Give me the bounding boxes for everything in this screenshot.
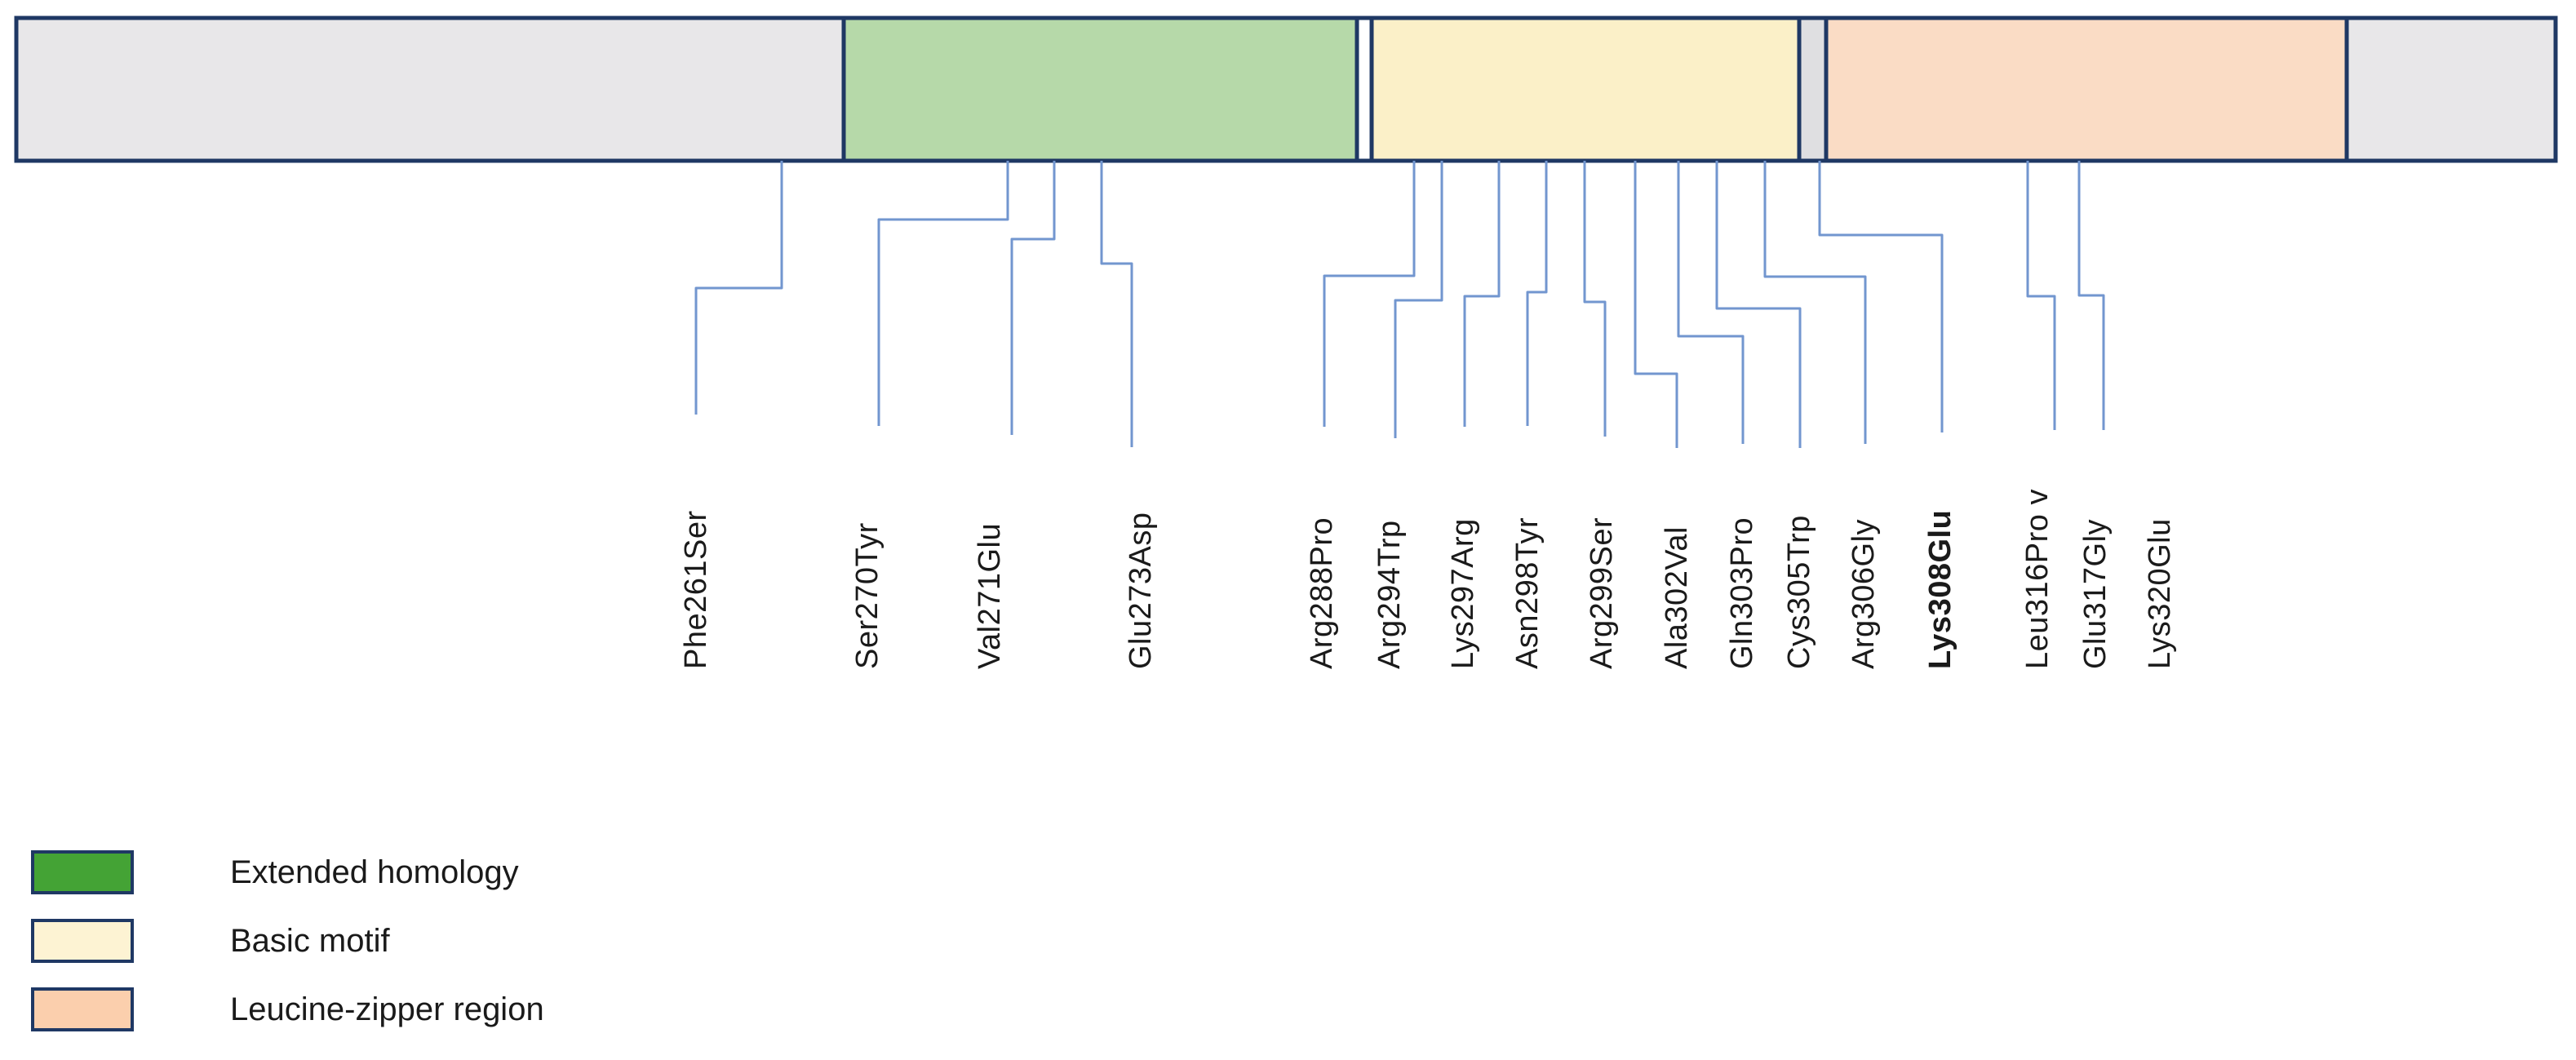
mutation-label-Glu273Asp: Glu273Asp	[1124, 512, 1158, 669]
mutation-connector-Ser270Tyr	[877, 161, 1009, 426]
mutation-label-Arg288Pro: Arg288Pro	[1305, 517, 1339, 669]
mutation-connector-Lys297Arg	[1463, 161, 1501, 427]
mutation-label-Asn298Tyr: Asn298Tyr	[1510, 517, 1545, 669]
bar-segment-right-gray-region	[2344, 16, 2558, 163]
mutation-label-Lys320Glu: Lys320Glu	[2143, 518, 2177, 669]
legend-label-extended-homology: Extended homology	[230, 854, 519, 890]
legend-swatch-extended-homology	[31, 850, 134, 894]
legend-swatch-leucine-zipper	[31, 987, 134, 1031]
mutation-label-Cys305Trp: Cys305Trp	[1782, 515, 1816, 669]
mutation-label-Leu316Pro v: Leu316Pro v	[2020, 489, 2055, 669]
bar-segment-gray-spacer	[1797, 16, 1829, 163]
legend: Extended homology Basic motif Leucine-zi…	[31, 850, 544, 1031]
mutation-label-Ala302Val: Ala302Val	[1660, 526, 1694, 669]
mutation-label-Glu317Gly: Glu317Gly	[2078, 519, 2113, 669]
bar-segment-narrow-spacer	[1355, 16, 1374, 163]
mutation-label-Arg306Gly: Arg306Gly	[1847, 519, 1881, 669]
mutation-connector-Lys308Glu	[1818, 161, 1944, 432]
mutation-label-Val271Glu: Val271Glu	[973, 523, 1007, 669]
mutation-label-Arg294Trp: Arg294Trp	[1372, 520, 1407, 669]
bar-segment-extended-homology	[841, 16, 1359, 163]
mutation-connector-Glu273Asp	[1100, 161, 1133, 447]
legend-label-basic-motif: Basic motif	[230, 923, 390, 959]
mutation-connector-Asn298Tyr	[1526, 161, 1548, 426]
mutation-label-Lys297Arg: Lys297Arg	[1446, 518, 1480, 669]
mutation-connector-Arg294Trp	[1394, 161, 1443, 438]
legend-swatch-basic-motif	[31, 919, 134, 963]
mutation-label-Arg299Ser: Arg299Ser	[1585, 517, 1619, 669]
protein-domain-bar	[14, 16, 2558, 163]
bar-segment-leucine-zipper-region	[1824, 16, 2349, 163]
mutation-label-Gln303Pro: Gln303Pro	[1725, 517, 1759, 669]
mutation-labels: Phe261Ser Ser270Tyr Val271Glu Glu273Asp Arg2…	[679, 489, 2177, 669]
mutation-connector-Arg299Ser	[1583, 161, 1607, 437]
legend-label-leucine-zipper: Leucine-zipper region	[230, 991, 544, 1027]
bar-segment-basic-motif	[1369, 16, 1802, 163]
mutation-connector-Val271Glu	[1010, 161, 1056, 435]
mutation-connector-Phe261Ser	[694, 161, 783, 415]
mutation-label-Lys308Glu: Lys308Glu	[1923, 510, 1957, 669]
mutation-connector-Gln303Pro	[1677, 161, 1745, 444]
mutation-connector-Ala302Val	[1634, 161, 1678, 448]
mutation-connector-Cys305Trp	[1715, 161, 1802, 448]
mutation-label-Ser270Tyr: Ser270Tyr	[850, 522, 885, 669]
mutation-connector-Arg288Pro	[1323, 161, 1416, 427]
mutation-label-Phe261Ser: Phe261Ser	[679, 510, 713, 669]
mutation-connector-Glu317Gly	[2077, 161, 2105, 430]
bar-segment-left-gray-region	[14, 16, 846, 163]
mutation-connector-Leu316Pro v	[2026, 161, 2056, 430]
mutation-connectors	[694, 161, 2105, 448]
mutation-connector-Arg306Gly	[1763, 161, 1867, 444]
